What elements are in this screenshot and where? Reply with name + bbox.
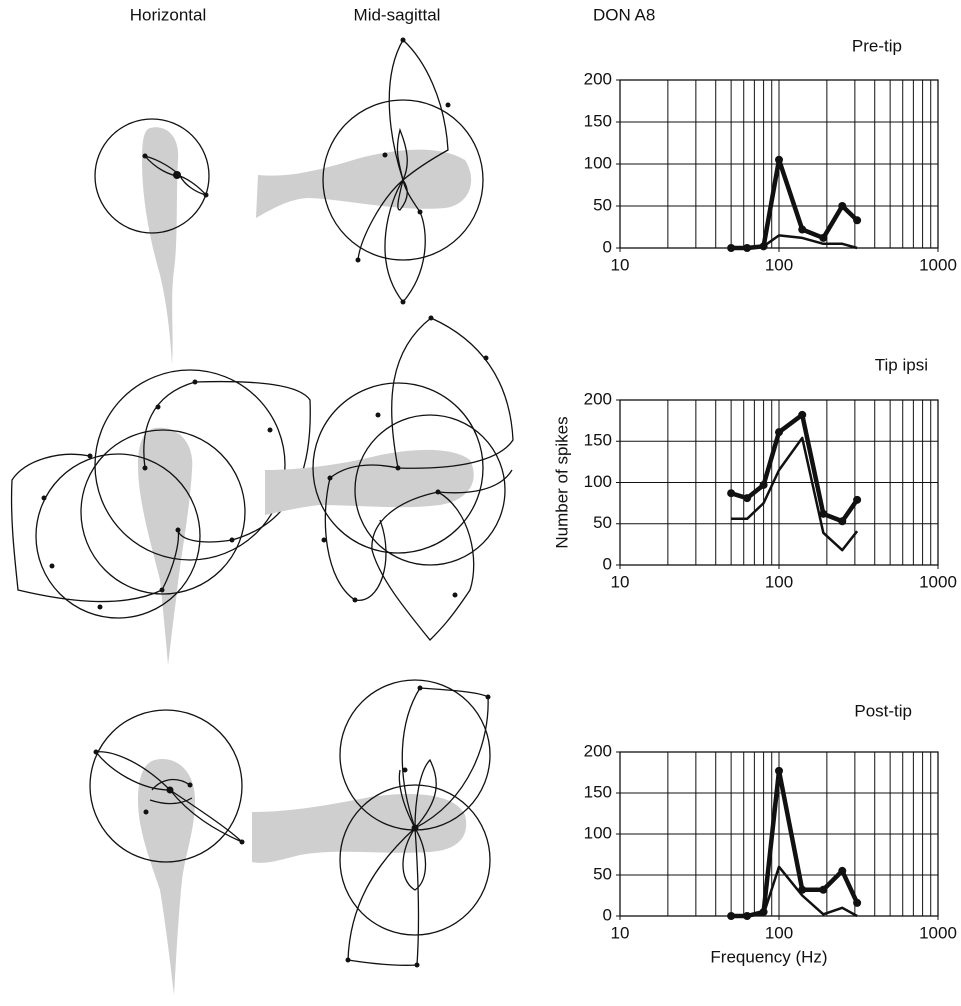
chart-title: Post-tip: [854, 701, 912, 720]
y-tick-label: 0: [603, 237, 612, 256]
x-tick-label: 10: [611, 572, 630, 591]
y-tick-label: 200: [584, 741, 612, 760]
x-tick-label: 10: [611, 923, 630, 942]
data-point: [838, 517, 847, 526]
y-tick-label: 100: [584, 823, 612, 842]
series-line: [731, 157, 859, 251]
x-tick-label: 100: [765, 923, 793, 942]
y-tick-label: 50: [593, 195, 612, 214]
data-point: [853, 495, 862, 504]
data-point: [853, 216, 862, 225]
data-point: [819, 509, 828, 518]
column-header: Mid-sagittal: [354, 5, 441, 24]
y-tick-label: 0: [603, 905, 612, 924]
unit-label: DON A8: [593, 5, 655, 24]
mid-sagittal-diagram: [265, 315, 514, 641]
x-tick-label: 1000: [919, 923, 957, 942]
y-tick-label: 150: [584, 431, 612, 450]
data-point: [775, 155, 783, 164]
x-tick-label: 100: [765, 255, 793, 274]
series-line: [731, 234, 858, 250]
horizontal-diagram: [89, 709, 245, 995]
y-tick-label: 200: [584, 69, 612, 88]
data-point: [798, 225, 807, 234]
horizontal-diagram: [10, 369, 311, 665]
x-tick-label: 1000: [919, 572, 957, 591]
series-line: [731, 436, 859, 552]
chart-title: Pre-tip: [852, 36, 902, 55]
y-tick-label: 150: [584, 111, 612, 130]
x-tick-label: 100: [765, 572, 793, 591]
data-point: [798, 410, 807, 419]
horizontal-diagram: [94, 118, 210, 365]
mid-sagittal-diagram: [256, 37, 484, 305]
x-axis-label: Frequency (Hz): [710, 947, 827, 966]
data-point: [838, 866, 847, 875]
data-point: [775, 428, 783, 437]
mid-sagittal-diagram: [252, 679, 491, 968]
series-line: [731, 865, 858, 918]
y-tick-label: 50: [593, 513, 612, 532]
y-tick-label: 100: [584, 472, 612, 491]
y-tick-label: 100: [584, 153, 612, 172]
data-point: [838, 202, 847, 210]
series-line: [730, 412, 859, 524]
y-tick-label: 0: [603, 554, 612, 573]
data-point: [819, 885, 828, 894]
y-tick-label: 50: [593, 864, 612, 883]
y-tick-label: 200: [584, 389, 612, 408]
chart-title: Tip ipsi: [875, 355, 928, 374]
data-point: [743, 494, 752, 503]
y-axis-label: Number of spikes: [552, 416, 571, 548]
data-point: [819, 233, 828, 242]
data-point: [759, 480, 768, 489]
y-tick-label: 150: [584, 782, 612, 801]
data-point: [727, 489, 736, 498]
data-point: [853, 898, 862, 907]
x-tick-label: 10: [611, 255, 630, 274]
column-header: Horizontal: [130, 5, 207, 24]
x-tick-label: 1000: [919, 255, 957, 274]
data-point: [775, 766, 783, 775]
